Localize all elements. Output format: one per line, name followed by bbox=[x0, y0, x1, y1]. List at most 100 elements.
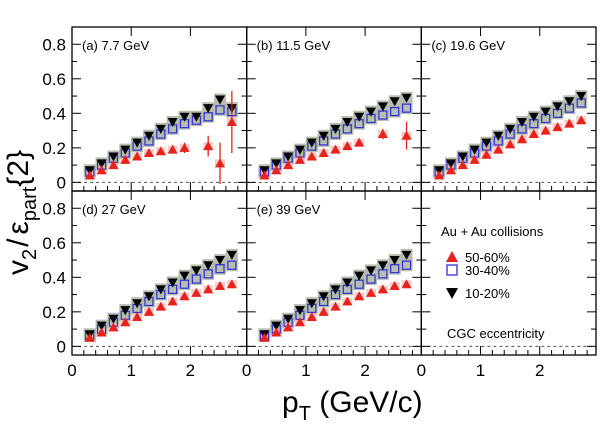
sys-band-30-40 bbox=[575, 96, 588, 109]
panel-frame bbox=[420, 190, 597, 356]
y-label-sub2: 2 bbox=[19, 249, 41, 260]
point-50-60 bbox=[318, 306, 329, 316]
y-tick-label: 0.6 bbox=[42, 234, 66, 253]
panel-label: (b) 11.5 GeV bbox=[257, 38, 331, 53]
point-50-60 bbox=[96, 327, 107, 337]
legend-label-30-40: 30-40% bbox=[465, 263, 510, 278]
sys-band-30-40 bbox=[154, 288, 167, 301]
y-label-v: v bbox=[2, 260, 35, 275]
legend-marker-30-40 bbox=[446, 264, 458, 276]
point-50-60 bbox=[132, 151, 143, 161]
legend-entry-10-20: 10-20% bbox=[446, 286, 510, 301]
point-30-40 bbox=[401, 103, 412, 113]
point-10-20 bbox=[155, 285, 166, 295]
y-label-brace: {2} bbox=[2, 150, 35, 187]
panel-label: (e) 39 GeV bbox=[257, 202, 321, 217]
legend-marker-50-60 bbox=[446, 251, 458, 262]
y-tick-label: 0.8 bbox=[42, 199, 66, 218]
point-50-60 bbox=[226, 116, 237, 126]
point-50-60 bbox=[294, 154, 305, 164]
point-10-20 bbox=[528, 112, 539, 122]
point-50-60 bbox=[457, 160, 468, 170]
point-50-60 bbox=[155, 301, 166, 311]
point-10-20 bbox=[215, 95, 226, 105]
point-50-60 bbox=[84, 332, 95, 342]
panel-label: (c) 19.6 GeV bbox=[431, 38, 505, 53]
sys-band-30-40 bbox=[527, 117, 540, 130]
point-10-20 bbox=[294, 306, 305, 316]
point-10-20 bbox=[96, 321, 107, 331]
x-tick-label: 0 bbox=[67, 361, 76, 380]
point-10-20 bbox=[179, 112, 190, 122]
point-50-60 bbox=[120, 154, 131, 164]
point-10-20 bbox=[167, 278, 178, 288]
point-10-20 bbox=[306, 138, 317, 148]
sys-band-30-40 bbox=[225, 259, 238, 272]
point-50-60 bbox=[203, 284, 214, 294]
point-50-60 bbox=[179, 142, 190, 152]
point-50-60 bbox=[155, 146, 166, 156]
point-50-60 bbox=[493, 144, 504, 154]
point-50-60 bbox=[120, 317, 131, 327]
legend-label-10-20: 10-20% bbox=[465, 286, 510, 301]
point-10-20 bbox=[389, 97, 400, 107]
point-50-60 bbox=[108, 322, 119, 332]
point-10-20 bbox=[143, 131, 154, 141]
sys-band-30-40 bbox=[515, 122, 528, 135]
point-50-60 bbox=[215, 280, 226, 290]
point-10-20 bbox=[179, 271, 190, 281]
point-30-40 bbox=[227, 260, 237, 270]
x-tick-label: 1 bbox=[301, 361, 310, 380]
panels-layer: (a) 7.7 GeV (b) 11.5 GeV (c) 19.6 GeV (d) 2… bbox=[71, 26, 597, 356]
point-10-20 bbox=[354, 112, 365, 122]
point-10-20 bbox=[564, 97, 575, 107]
svg-text:pT (GeV/c): pT (GeV/c) bbox=[282, 386, 423, 425]
x-tick-label: 1 bbox=[126, 361, 135, 380]
sys-band-30-40 bbox=[329, 128, 342, 141]
point-10-20 bbox=[306, 299, 317, 309]
sys-band-30-40 bbox=[305, 302, 318, 315]
point-50-60 bbox=[445, 165, 456, 175]
point-50-60 bbox=[179, 291, 190, 301]
point-50-60 bbox=[576, 115, 587, 125]
point-10-20 bbox=[401, 250, 412, 260]
point-50-60 bbox=[354, 291, 365, 301]
sys-band-30-40 bbox=[365, 112, 378, 125]
point-50-60 bbox=[516, 134, 527, 144]
x-tick-label: 1 bbox=[476, 361, 485, 380]
point-50-60 bbox=[342, 296, 353, 306]
sys-band-30-40 bbox=[166, 122, 179, 135]
point-50-60 bbox=[143, 148, 154, 158]
panel-3: (d) 27 GeV bbox=[71, 190, 248, 356]
point-50-60 bbox=[481, 149, 492, 159]
point-10-20 bbox=[226, 250, 237, 260]
sys-band-30-40 bbox=[504, 128, 517, 141]
point-10-20 bbox=[516, 117, 527, 127]
point-10-20 bbox=[167, 117, 178, 127]
point-50-60 bbox=[271, 327, 282, 337]
cgc-annotation: CGC eccentricity bbox=[447, 326, 545, 341]
point-50-60 bbox=[342, 141, 353, 151]
sys-band-30-40 bbox=[388, 262, 401, 275]
point-50-60 bbox=[377, 129, 388, 139]
x-tick-label: 0 bbox=[242, 361, 251, 380]
point-10-20 bbox=[540, 107, 551, 117]
svg-text:v2/εpart{2}: v2 / εpart{2} bbox=[2, 150, 41, 275]
point-50-60 bbox=[366, 287, 377, 297]
y-tick-label: 0.6 bbox=[42, 70, 66, 89]
x-label-p: p bbox=[282, 386, 299, 419]
axes-layer: 0 0.2 0.4 0.6 0.8 0 0.2 0.4 0.6 0.8 0 1 2 0 1 2 0 1 2 bbox=[42, 35, 544, 380]
point-50-60 bbox=[203, 141, 214, 151]
point-50-60 bbox=[505, 139, 516, 149]
x-tick-label: 2 bbox=[186, 361, 195, 380]
point-10-20 bbox=[330, 285, 341, 295]
sys-band-30-40 bbox=[400, 259, 413, 272]
point-10-20 bbox=[294, 145, 305, 155]
point-10-20 bbox=[203, 261, 214, 271]
legend-entry-50-60: 50-60% bbox=[446, 250, 510, 265]
y-tick-label: 0.8 bbox=[42, 35, 66, 54]
x-tick-label: 0 bbox=[417, 361, 426, 380]
legend-title: Au + Au collisions bbox=[441, 224, 544, 239]
point-50-60 bbox=[552, 122, 563, 132]
